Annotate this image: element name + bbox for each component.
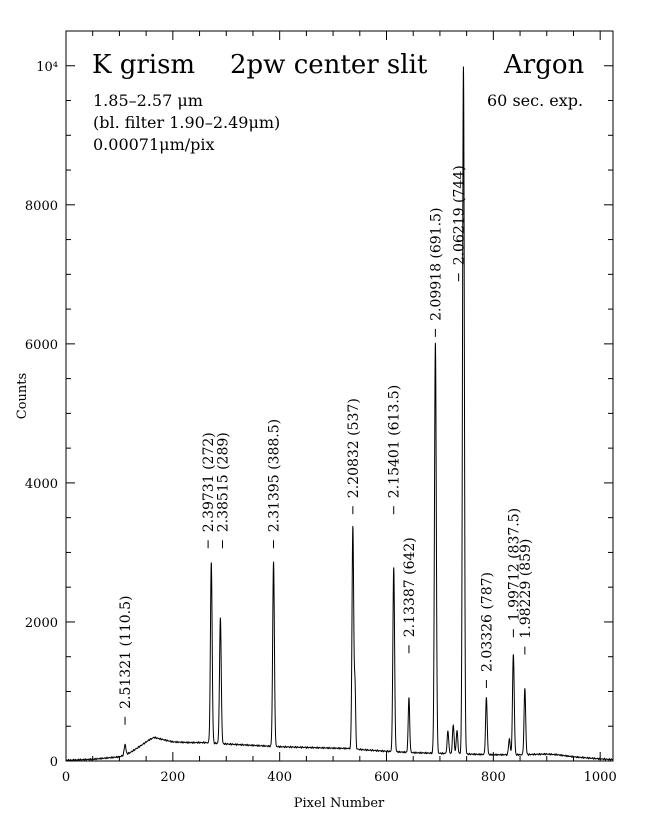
title-center: 2pw center slit	[230, 50, 428, 80]
title-right: Argon	[503, 50, 585, 80]
line-label: 2.13387 (642)	[402, 537, 418, 637]
line-label: 2.31395 (388.5)	[267, 419, 283, 532]
line-label: 2.39731 (272)	[201, 432, 217, 532]
info-line-range: 1.85–2.57 μm	[93, 91, 203, 110]
x-tick-label: 800	[481, 770, 506, 785]
x-tick-label: 200	[160, 770, 185, 785]
y-tick-label: 8000	[25, 199, 58, 214]
info-line-filter: (bl. filter 1.90–2.49μm)	[93, 113, 280, 132]
y-tick-label: 2000	[25, 616, 58, 631]
line-label: 2.09918 (691.5)	[428, 208, 444, 321]
plot-frame	[65, 30, 614, 762]
title-left: K grism	[92, 50, 195, 80]
line-label: 2.03326 (787)	[479, 572, 495, 672]
y-tick-label: 0	[50, 755, 58, 770]
y-axis-label: Counts	[15, 373, 30, 419]
axis-ticks	[65, 31, 613, 762]
emission-line-labels: 2.51321 (110.5) 2.39731 (272)2.38515 (289…	[118, 165, 534, 725]
line-label: 1.99712 (837.5)	[506, 508, 522, 621]
x-tick-label: 400	[267, 770, 292, 785]
line-label: 1.98229 (859)	[518, 539, 534, 639]
line-label: 2.51321 (110.5)	[118, 595, 134, 708]
line-label: 2.15401 (613.5)	[387, 385, 403, 498]
axis-tick-labels: 0 200 400 600 800 1000 0 2000 4000 6000 8000 10⁴	[25, 60, 617, 785]
y-tick-label: 10⁴	[36, 60, 58, 75]
line-label: 2.38515 (289)	[216, 432, 232, 532]
exposure-label: 60 sec. exp.	[487, 91, 583, 110]
x-tick-label: 1000	[584, 770, 617, 785]
info-line-dispersion: 0.00071μm/pix	[93, 135, 215, 154]
y-tick-label: 4000	[25, 477, 58, 492]
line-label: 2.06219 (744)	[452, 165, 468, 265]
y-tick-label: 6000	[25, 338, 58, 353]
line-label: 2.20832 (537)	[346, 398, 362, 498]
x-tick-label: 0	[62, 770, 70, 785]
x-tick-label: 600	[374, 770, 399, 785]
x-axis-label: Pixel Number	[294, 796, 385, 811]
spectrum-line	[65, 66, 614, 762]
